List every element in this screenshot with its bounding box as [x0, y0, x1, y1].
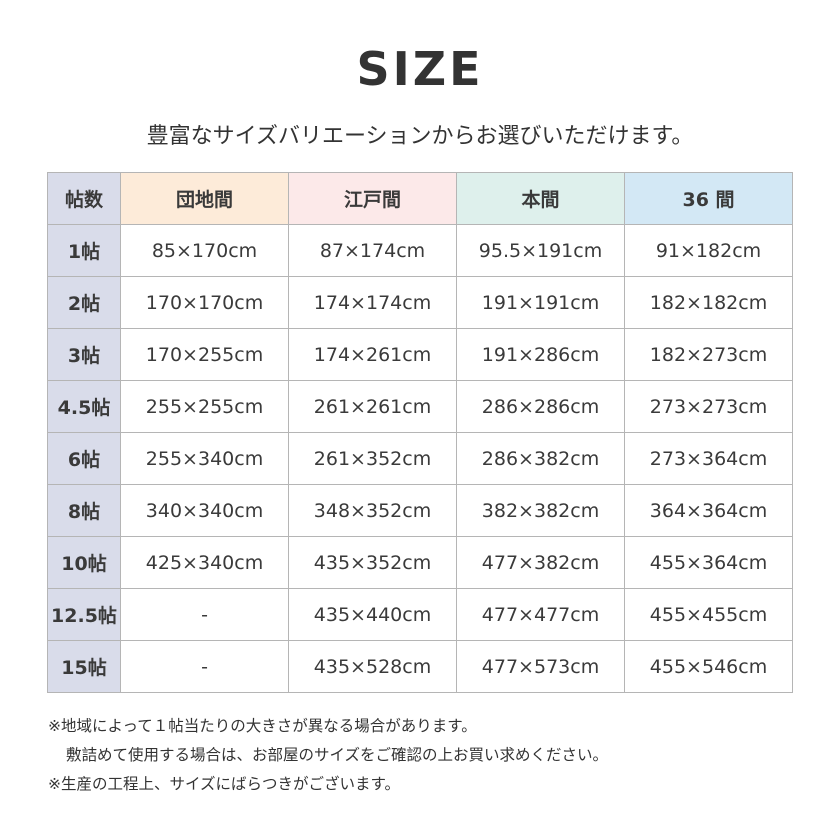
size-cell: 255×255cm — [120, 380, 289, 433]
table-row: 3帖 170×255cm 174×261cm 191×286cm 182×273cm — [47, 328, 793, 381]
size-cell: 191×191cm — [456, 276, 625, 329]
size-cell: 455×546cm — [624, 640, 793, 693]
row-label: 10帖 — [47, 536, 121, 589]
header-honma: 本間 — [456, 172, 625, 225]
size-cell: 182×182cm — [624, 276, 793, 329]
size-cell: 364×364cm — [624, 484, 793, 537]
size-cell: 273×273cm — [624, 380, 793, 433]
header-edoma: 江戸間 — [288, 172, 457, 225]
size-cell: 286×286cm — [456, 380, 625, 433]
size-cell: 340×340cm — [120, 484, 289, 537]
size-cell: 273×364cm — [624, 432, 793, 485]
subtitle: 豊富なサイズバリエーションからお選びいただけます。 — [146, 124, 694, 149]
header-danchima: 団地間 — [120, 172, 289, 225]
size-table: 帖数 団地間 江戸間 本間 36 間 1帖 85×170cm 87×174cm 95.… — [47, 172, 793, 693]
header-36ma: 36 間 — [624, 172, 793, 225]
size-cell: 435×352cm — [288, 536, 457, 589]
size-cell: 348×352cm — [288, 484, 457, 537]
row-label: 6帖 — [47, 432, 121, 485]
row-label: 4.5帖 — [47, 380, 121, 433]
note-1: ※地域によって１帖当たりの大きさが異なる場合があります。 — [48, 717, 477, 735]
size-cell: 455×455cm — [624, 588, 793, 641]
size-cell: 182×273cm — [624, 328, 793, 381]
size-cell: 435×528cm — [288, 640, 457, 693]
table-row: 15帖 -435×528cm 477×573cm 455×546cm — [47, 640, 793, 693]
size-cell: 87×174cm — [288, 224, 457, 277]
table-row: 2帖 170×170cm 174×174cm 191×191cm 182×182cm — [47, 276, 793, 329]
size-cell: 455×364cm — [624, 536, 793, 589]
size-cell: 382×382cm — [456, 484, 625, 537]
row-label: 2帖 — [47, 276, 121, 329]
size-cell: 435×440cm — [288, 588, 457, 641]
table-row: 1帖 85×170cm 87×174cm 95.5×191cm 91×182cm — [47, 224, 793, 277]
row-label: 8帖 — [47, 484, 121, 537]
size-cell: 170×170cm — [120, 276, 289, 329]
size-cell: 261×261cm — [288, 380, 457, 433]
size-cell: 174×261cm — [288, 328, 457, 381]
header-tatami-count: 帖数 — [47, 172, 121, 225]
table-row: 12.5帖 -435×440cm 477×477cm 455×455cm — [47, 588, 793, 641]
page-title: SIZE — [356, 42, 484, 96]
notes: ※地域によって１帖当たりの大きさが異なる場合があります。 敷詰めて使用する場合は… — [48, 712, 608, 799]
size-cell: 477×477cm — [456, 588, 625, 641]
note-3: ※生産の工程上、サイズにばらつきがございます。 — [48, 775, 400, 793]
size-cell: 95.5×191cm — [456, 224, 625, 277]
note-2: 敷詰めて使用する場合は、お部屋のサイズをご確認の上お買い求めください。 — [66, 746, 609, 764]
size-cell: 425×340cm — [120, 536, 289, 589]
table-header-row: 帖数 団地間 江戸間 本間 36 間 — [47, 172, 793, 225]
table-row: 6帖 255×340cm 261×352cm 286×382cm 273×364cm — [47, 432, 793, 485]
size-cell: 255×340cm — [120, 432, 289, 485]
table-row: 4.5帖 255×255cm 261×261cm 286×286cm 273×273cm — [47, 380, 793, 433]
size-cell: 477×382cm — [456, 536, 625, 589]
row-label: 12.5帖 — [47, 588, 121, 641]
row-label: 15帖 — [47, 640, 121, 693]
size-cell: 91×182cm — [624, 224, 793, 277]
size-cell: 170×255cm — [120, 328, 289, 381]
size-cell: 174×174cm — [288, 276, 457, 329]
size-cell: - — [120, 640, 289, 693]
table-row: 8帖 340×340cm 348×352cm 382×382cm 364×364cm — [47, 484, 793, 537]
size-cell: 191×286cm — [456, 328, 625, 381]
size-cell: 477×573cm — [456, 640, 625, 693]
size-cell: 286×382cm — [456, 432, 625, 485]
size-cell: 261×352cm — [288, 432, 457, 485]
row-label: 3帖 — [47, 328, 121, 381]
size-cell: - — [120, 588, 289, 641]
table-row: 10帖 425×340cm 435×352cm 477×382cm 455×364cm — [47, 536, 793, 589]
row-label: 1帖 — [47, 224, 121, 277]
size-cell: 85×170cm — [120, 224, 289, 277]
